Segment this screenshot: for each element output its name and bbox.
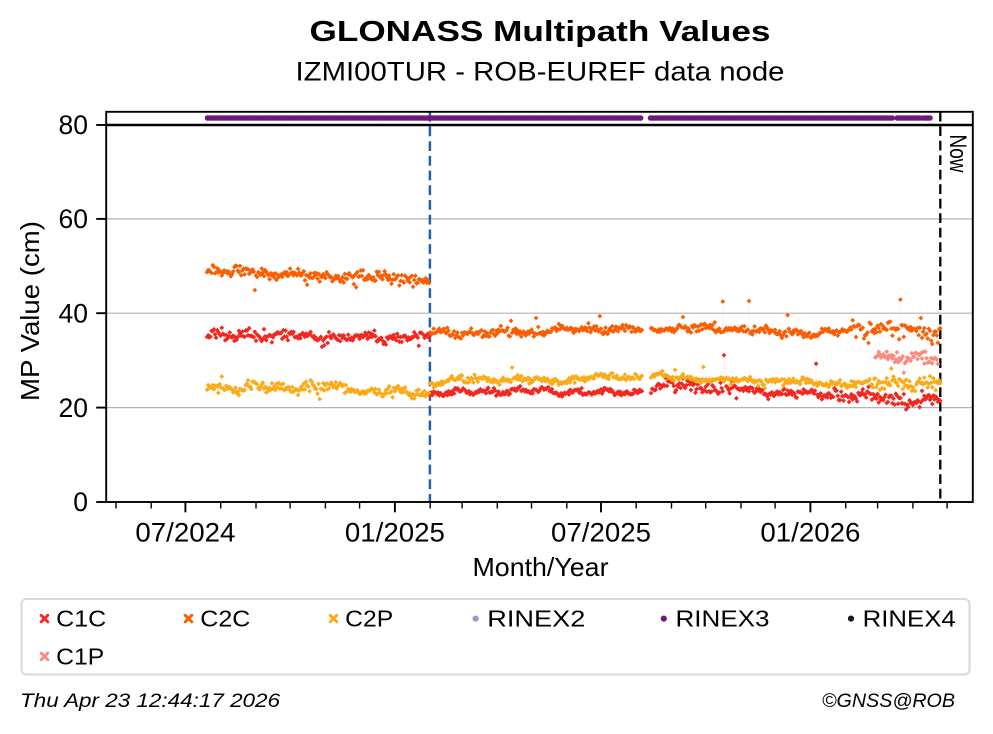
svg-text:01/2026: 01/2026 [760,518,860,548]
svg-text:Now: Now [944,135,971,174]
svg-text:C1C: C1C [56,606,106,632]
svg-text:RINEX2: RINEX2 [487,606,585,632]
svg-text:GLONASS Multipath Values: GLONASS Multipath Values [310,16,771,48]
svg-text:©GNSS@ROB: ©GNSS@ROB [822,691,955,712]
svg-text:40: 40 [59,298,88,328]
svg-text:20: 20 [59,393,88,423]
svg-text:60: 60 [59,204,88,234]
svg-text:RINEX4: RINEX4 [863,606,956,632]
svg-text:IZMI00TUR - ROB-EUREF data nod: IZMI00TUR - ROB-EUREF data node [296,57,785,87]
svg-text:C1P: C1P [56,644,104,670]
svg-text:Thu Apr 23 12:44:17 2026: Thu Apr 23 12:44:17 2026 [20,691,281,712]
svg-text:01/2025: 01/2025 [345,518,445,548]
svg-text:RINEX3: RINEX3 [676,606,770,632]
svg-text:MP Value (cm): MP Value (cm) [15,221,45,401]
svg-text:07/2024: 07/2024 [135,518,235,548]
svg-text:80: 80 [59,110,88,140]
svg-text:C2P: C2P [345,606,393,632]
svg-text:C2C: C2C [200,606,250,632]
svg-text:Month/Year: Month/Year [473,552,609,582]
svg-text:07/2025: 07/2025 [551,518,651,548]
svg-text:0: 0 [73,487,88,517]
